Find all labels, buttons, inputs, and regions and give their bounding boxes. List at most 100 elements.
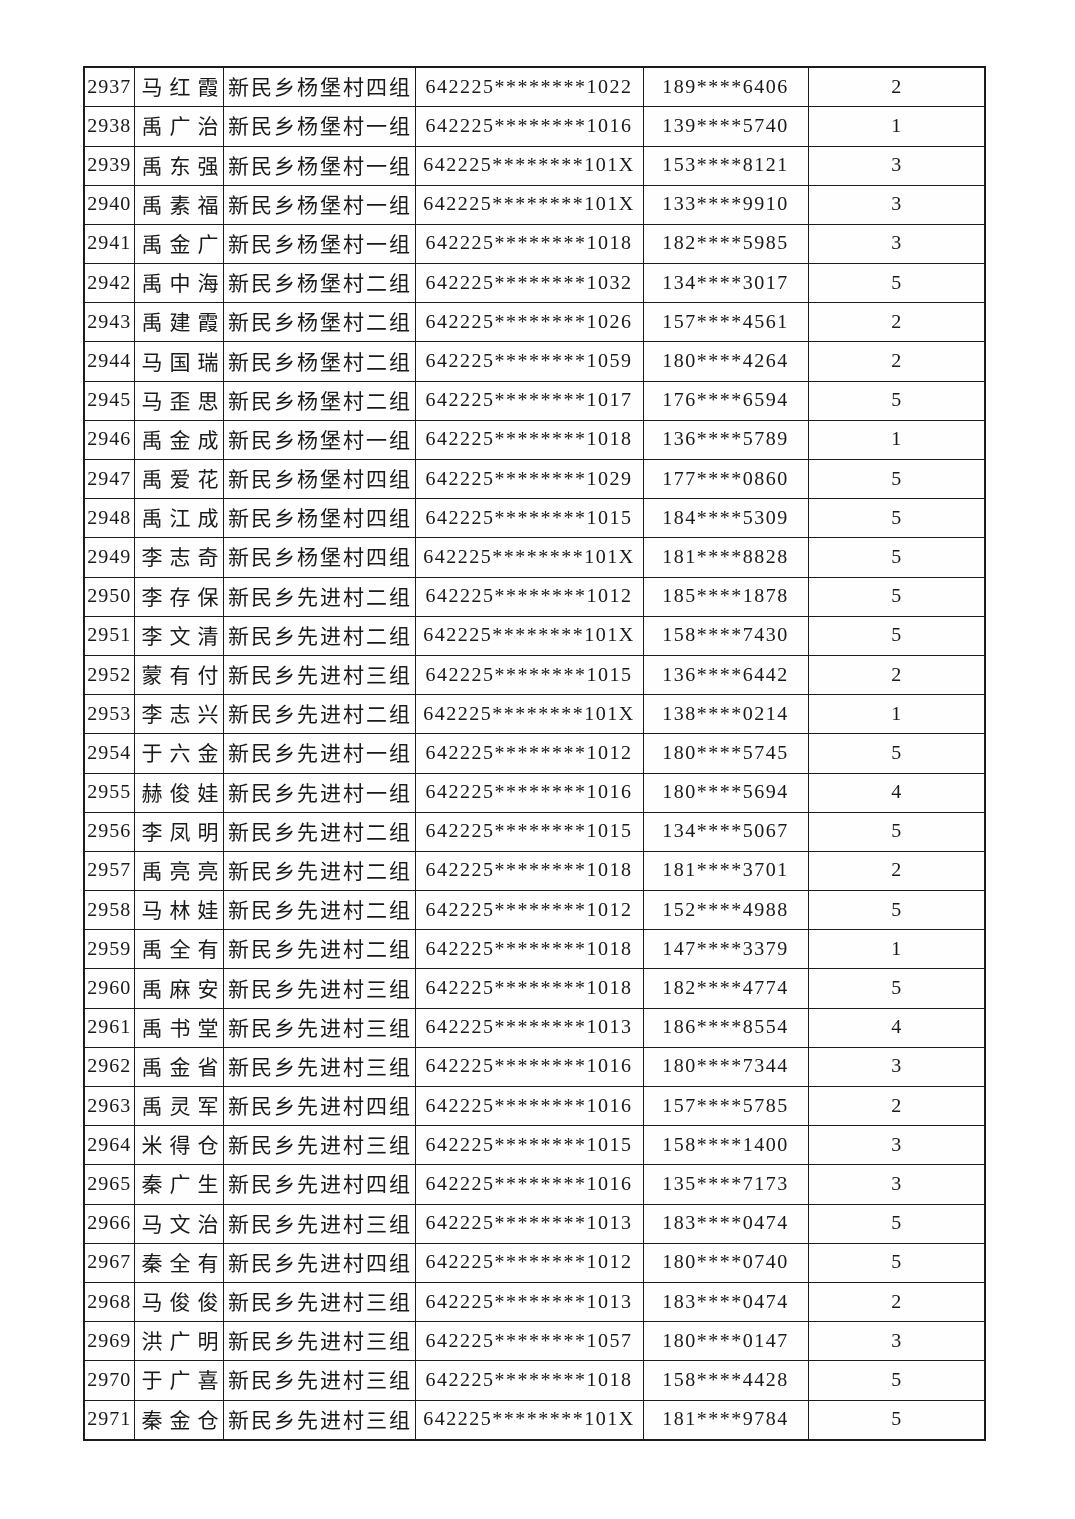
table-row: 2939 禹东强 新民乡杨堡村一组 642225********101X 153…: [83, 145, 986, 186]
person-name-cell: 马歪思: [133, 380, 224, 421]
count-cell: 3: [807, 184, 986, 225]
id-number-cell: 642225********1012: [414, 890, 644, 931]
id-number-cell: 642225********1018: [414, 1360, 644, 1401]
serial-number-cell: 2967: [83, 1242, 135, 1283]
person-name-cell: 禹爱花: [133, 458, 224, 500]
serial-number-cell: 2971: [83, 1399, 135, 1441]
address-cell: 新民乡先进村二组: [222, 811, 416, 852]
address-cell: 新民乡先进村一组: [222, 772, 416, 813]
person-name-cell: 李存保: [133, 576, 224, 617]
address-cell: 新民乡先进村三组: [222, 1399, 416, 1441]
address-cell: 新民乡杨堡村四组: [222, 66, 416, 108]
table-row: 2940 禹素福 新民乡杨堡村一组 642225********101X 133…: [83, 184, 986, 225]
address-cell: 新民乡先进村三组: [222, 1203, 416, 1244]
address-cell: 新民乡先进村二组: [222, 929, 416, 970]
table-row: 2938 禹广治 新民乡杨堡村一组 642225********1016 139…: [83, 106, 986, 147]
person-name-cell: 禹建霞: [133, 302, 224, 343]
roster-table-body: 2937 马红霞 新民乡杨堡村四组 642225********1022 189…: [83, 66, 986, 1441]
serial-number-cell: 2947: [83, 458, 135, 500]
serial-number-cell: 2937: [83, 66, 135, 108]
table-row: 2948 禹江成 新民乡杨堡村四组 642225********1015 184…: [83, 498, 986, 539]
table-row: 2951 李文清 新民乡先进村二组 642225********101X 158…: [83, 615, 986, 656]
phone-number-cell: 134****5067: [642, 811, 809, 852]
id-number-cell: 642225********1016: [414, 772, 644, 813]
id-number-cell: 642225********1057: [414, 1321, 644, 1362]
count-cell: 3: [807, 1164, 986, 1205]
person-name-cell: 禹广治: [133, 106, 224, 147]
phone-number-cell: 186****8554: [642, 1007, 809, 1048]
table-row: 2947 禹爱花 新民乡杨堡村四组 642225********1029 177…: [83, 458, 986, 500]
serial-number-cell: 2946: [83, 419, 135, 461]
person-name-cell: 赫俊娃: [133, 772, 224, 813]
table-row: 2969 洪广明 新民乡先进村三组 642225********1057 180…: [83, 1321, 986, 1362]
person-name-cell: 马红霞: [133, 66, 224, 108]
table-row: 2950 李存保 新民乡先进村二组 642225********1012 185…: [83, 576, 986, 617]
serial-number-cell: 2963: [83, 1085, 135, 1127]
person-name-cell: 秦金仓: [133, 1399, 224, 1441]
id-number-cell: 642225********1016: [414, 106, 644, 147]
id-number-cell: 642225********101X: [414, 537, 644, 578]
count-cell: 4: [807, 1007, 986, 1048]
person-name-cell: 禹金广: [133, 223, 224, 265]
table-row: 2960 禹麻安 新民乡先进村三组 642225********1018 182…: [83, 968, 986, 1009]
serial-number-cell: 2956: [83, 811, 135, 852]
person-name-cell: 马国瑞: [133, 341, 224, 382]
id-number-cell: 642225********1015: [414, 1125, 644, 1166]
address-cell: 新民乡杨堡村一组: [222, 145, 416, 186]
count-cell: 2: [807, 1281, 986, 1323]
person-name-cell: 禹素福: [133, 184, 224, 225]
address-cell: 新民乡先进村二组: [222, 850, 416, 892]
count-cell: 5: [807, 380, 986, 421]
serial-number-cell: 2966: [83, 1203, 135, 1244]
count-cell: 1: [807, 694, 986, 735]
id-number-cell: 642225********1059: [414, 341, 644, 382]
table-row: 2967 秦全有 新民乡先进村四组 642225********1012 180…: [83, 1242, 986, 1283]
id-number-cell: 642225********1017: [414, 380, 644, 421]
table-row: 2957 禹亮亮 新民乡先进村二组 642225********1018 181…: [83, 850, 986, 892]
address-cell: 新民乡先进村二组: [222, 615, 416, 656]
phone-number-cell: 180****7344: [642, 1046, 809, 1088]
id-number-cell: 642225********1018: [414, 419, 644, 461]
address-cell: 新民乡先进村三组: [222, 1321, 416, 1362]
phone-number-cell: 134****3017: [642, 263, 809, 304]
address-cell: 新民乡先进村一组: [222, 733, 416, 774]
id-number-cell: 642225********1013: [414, 1281, 644, 1323]
count-cell: 5: [807, 263, 986, 304]
phone-number-cell: 180****0147: [642, 1321, 809, 1362]
phone-number-cell: 153****8121: [642, 145, 809, 186]
table-row: 2958 马林娃 新民乡先进村二组 642225********1012 152…: [83, 890, 986, 931]
serial-number-cell: 2948: [83, 498, 135, 539]
phone-number-cell: 157****4561: [642, 302, 809, 343]
count-cell: 5: [807, 615, 986, 656]
table-row: 2953 李志兴 新民乡先进村二组 642225********101X 138…: [83, 694, 986, 735]
id-number-cell: 642225********1018: [414, 850, 644, 892]
table-row: 2971 秦金仓 新民乡先进村三组 642225********101X 181…: [83, 1399, 986, 1441]
table-row: 2956 李凤明 新民乡先进村二组 642225********1015 134…: [83, 811, 986, 852]
count-cell: 3: [807, 1046, 986, 1088]
serial-number-cell: 2949: [83, 537, 135, 578]
address-cell: 新民乡杨堡村二组: [222, 380, 416, 421]
table-row: 2942 禹中海 新民乡杨堡村二组 642225********1032 134…: [83, 263, 986, 304]
phone-number-cell: 181****3701: [642, 850, 809, 892]
id-number-cell: 642225********1012: [414, 1242, 644, 1283]
id-number-cell: 642225********101X: [414, 615, 644, 656]
id-number-cell: 642225********1026: [414, 302, 644, 343]
id-number-cell: 642225********1012: [414, 733, 644, 774]
phone-number-cell: 139****5740: [642, 106, 809, 147]
person-name-cell: 禹亮亮: [133, 850, 224, 892]
count-cell: 2: [807, 1085, 986, 1127]
count-cell: 2: [807, 302, 986, 343]
address-cell: 新民乡先进村四组: [222, 1164, 416, 1205]
id-number-cell: 642225********101X: [414, 1399, 644, 1441]
id-number-cell: 642225********1015: [414, 811, 644, 852]
count-cell: 3: [807, 145, 986, 186]
phone-number-cell: 136****6442: [642, 654, 809, 696]
person-name-cell: 秦全有: [133, 1242, 224, 1283]
id-number-cell: 642225********1018: [414, 223, 644, 265]
id-number-cell: 642225********1015: [414, 654, 644, 696]
table-row: 2954 于六金 新民乡先进村一组 642225********1012 180…: [83, 733, 986, 774]
person-name-cell: 马林娃: [133, 890, 224, 931]
count-cell: 5: [807, 1399, 986, 1441]
id-number-cell: 642225********1016: [414, 1164, 644, 1205]
